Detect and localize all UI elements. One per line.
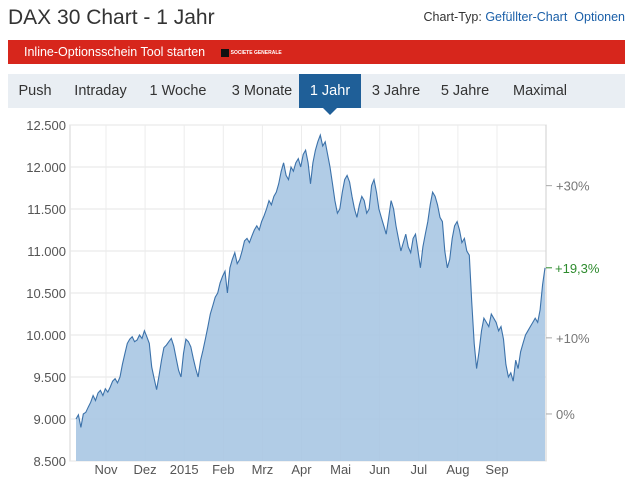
- right-tick-label: +30%: [556, 179, 590, 194]
- y-tick-label: 12.000: [26, 160, 66, 175]
- option-tool-label: Inline-Optionsschein Tool starten: [24, 45, 206, 59]
- tab-maximal[interactable]: Maximal: [513, 83, 567, 99]
- x-tick-label: Dez: [134, 462, 157, 477]
- series-line: [75, 133, 546, 428]
- y-tick-label: 9.500: [33, 370, 66, 385]
- tab-intraday[interactable]: Intraday: [74, 83, 127, 99]
- y-tick-label: 9.000: [33, 412, 66, 427]
- chart-type-label: Chart-Typ:: [423, 10, 482, 24]
- x-tick-label: Mrz: [252, 462, 274, 477]
- x-tick-label: Apr: [291, 462, 312, 477]
- x-tick-label: Mai: [330, 462, 351, 477]
- tab-3-jahre[interactable]: 3 Jahre: [371, 83, 421, 99]
- y-tick-label: 12.500: [26, 118, 66, 133]
- x-tick-label: 2015: [170, 462, 199, 477]
- option-tool-banner[interactable]: Inline-Optionsschein Tool starten SOCIET…: [8, 40, 625, 64]
- series-area: [76, 135, 545, 461]
- right-tick-label: +10%: [556, 331, 590, 346]
- time-range-tabs: Push Intraday 1 Woche 3 Monate 1 Jahr 3 …: [8, 74, 625, 115]
- x-tick-label: Nov: [94, 462, 118, 477]
- y-tick-label: 10.000: [26, 328, 66, 343]
- societe-generale-logo: SOCIETE GENERALE: [220, 41, 282, 65]
- x-tick-label: Feb: [212, 462, 234, 477]
- page-title: DAX 30 Chart - 1 Jahr: [8, 6, 215, 29]
- options-link[interactable]: Optionen: [574, 10, 625, 24]
- y-tick-label: 10.500: [26, 286, 66, 301]
- tab-3-monate[interactable]: 3 Monate: [231, 83, 293, 99]
- y-tick-label: 11.500: [27, 202, 66, 217]
- x-tick-label: Jun: [369, 462, 390, 477]
- x-tick-label: Jul: [410, 462, 427, 477]
- x-tick-label: Aug: [446, 462, 469, 477]
- right-tick-label: 0%: [556, 407, 575, 422]
- tab-5-jahre[interactable]: 5 Jahre: [440, 83, 490, 99]
- tab-1-woche[interactable]: 1 Woche: [149, 83, 207, 99]
- y-tick-label: 8.500: [33, 454, 66, 469]
- current-change-label: +19,3%: [555, 261, 600, 276]
- x-tick-label: Sep: [485, 462, 508, 477]
- tab-1-jahr[interactable]: 1 Jahr: [299, 74, 361, 115]
- tab-push[interactable]: Push: [18, 83, 52, 99]
- chart-type-link[interactable]: Gefüllter-Chart: [485, 10, 568, 24]
- chart-type-selector: Chart-Typ: Gefüllter-Chart Optionen: [423, 10, 625, 24]
- y-tick-label: 11.000: [27, 244, 66, 259]
